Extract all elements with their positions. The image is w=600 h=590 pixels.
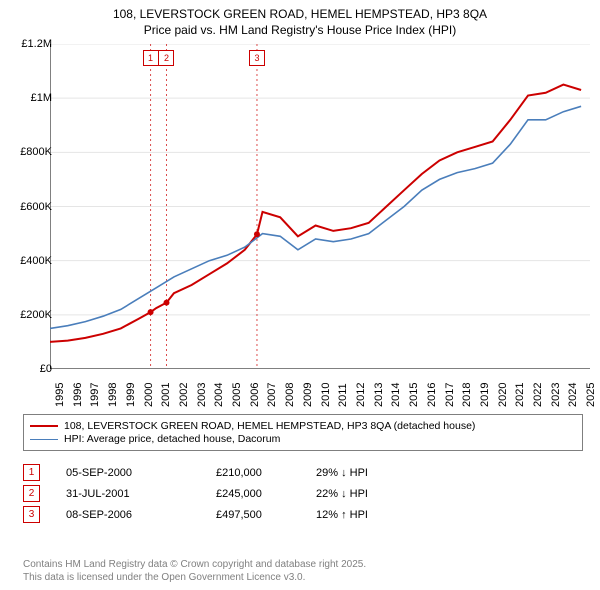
footer-line-2: This data is licensed under the Open Gov… [23,571,366,584]
x-tick-label: 2015 [408,383,420,407]
x-tick-label: 2018 [461,383,473,407]
x-tick-label: 2010 [320,383,332,407]
footer-attribution: Contains HM Land Registry data © Crown c… [23,558,366,584]
chart-title: 108, LEVERSTOCK GREEN ROAD, HEMEL HEMPST… [0,0,600,38]
sale-marker-icon: 1 [23,464,40,481]
sale-marker-box: 2 [158,50,174,66]
y-tick-label: £200K [20,309,52,321]
x-tick-label: 2012 [355,383,367,407]
x-tick-label: 2014 [390,383,402,407]
y-tick-label: £600K [20,201,52,213]
table-row: 3 08-SEP-2006 £497,500 12% ↑ HPI [23,506,436,523]
x-tick-label: 2019 [479,383,491,407]
x-tick-label: 2001 [160,383,172,407]
sale-marker-icon: 3 [23,506,40,523]
x-tick-label: 2011 [337,383,349,407]
legend-item: HPI: Average price, detached house, Daco… [30,433,576,445]
legend-label: 108, LEVERSTOCK GREEN ROAD, HEMEL HEMPST… [64,420,475,432]
x-tick-label: 2013 [373,383,385,407]
x-tick-label: 2025 [585,383,597,407]
y-tick-label: £800K [20,146,52,158]
sale-date: 31-JUL-2001 [66,488,216,500]
sale-diff: 29% ↓ HPI [316,467,436,479]
legend-swatch [30,439,58,440]
x-tick-label: 1998 [107,383,119,407]
y-tick-label: £0 [40,363,52,375]
x-tick-label: 2016 [426,383,438,407]
legend-swatch [30,425,58,427]
x-tick-label: 1996 [72,383,84,407]
x-tick-label: 2003 [196,383,208,407]
chart-svg [50,44,590,369]
sales-table: 1 05-SEP-2000 £210,000 29% ↓ HPI 2 31-JU… [23,460,436,527]
x-tick-label: 2009 [302,383,314,407]
x-tick-label: 2017 [444,383,456,407]
x-tick-label: 2000 [143,383,155,407]
sale-diff: 12% ↑ HPI [316,509,436,521]
x-tick-label: 2024 [567,383,579,407]
x-tick-label: 2021 [514,383,526,407]
x-tick-label: 2002 [178,383,190,407]
x-tick-label: 2008 [284,383,296,407]
legend-label: HPI: Average price, detached house, Daco… [64,433,280,445]
x-tick-label: 2020 [497,383,509,407]
x-tick-label: 2007 [266,383,278,407]
x-tick-label: 1999 [125,383,137,407]
legend-item: 108, LEVERSTOCK GREEN ROAD, HEMEL HEMPST… [30,420,576,432]
legend: 108, LEVERSTOCK GREEN ROAD, HEMEL HEMPST… [23,414,583,451]
sale-marker-box: 3 [249,50,265,66]
x-tick-label: 1995 [54,383,66,407]
title-line-2: Price paid vs. HM Land Registry's House … [0,22,600,38]
sale-diff: 22% ↓ HPI [316,488,436,500]
sale-marker-box: 1 [143,50,159,66]
plot-area [50,44,590,369]
sale-date: 05-SEP-2000 [66,467,216,479]
sale-date: 08-SEP-2006 [66,509,216,521]
x-tick-label: 2022 [532,383,544,407]
chart-container: 108, LEVERSTOCK GREEN ROAD, HEMEL HEMPST… [0,0,600,590]
x-tick-label: 1997 [89,383,101,407]
sale-price: £245,000 [216,488,316,500]
sale-price: £497,500 [216,509,316,521]
table-row: 1 05-SEP-2000 £210,000 29% ↓ HPI [23,464,436,481]
x-tick-label: 2005 [231,383,243,407]
x-tick-label: 2006 [249,383,261,407]
table-row: 2 31-JUL-2001 £245,000 22% ↓ HPI [23,485,436,502]
y-tick-label: £1M [31,92,52,104]
title-line-1: 108, LEVERSTOCK GREEN ROAD, HEMEL HEMPST… [0,6,600,22]
y-tick-label: £400K [20,255,52,267]
sale-marker-icon: 2 [23,485,40,502]
x-tick-label: 2023 [550,383,562,407]
x-tick-label: 2004 [213,383,225,407]
footer-line-1: Contains HM Land Registry data © Crown c… [23,558,366,571]
sale-price: £210,000 [216,467,316,479]
y-tick-label: £1.2M [21,38,52,50]
